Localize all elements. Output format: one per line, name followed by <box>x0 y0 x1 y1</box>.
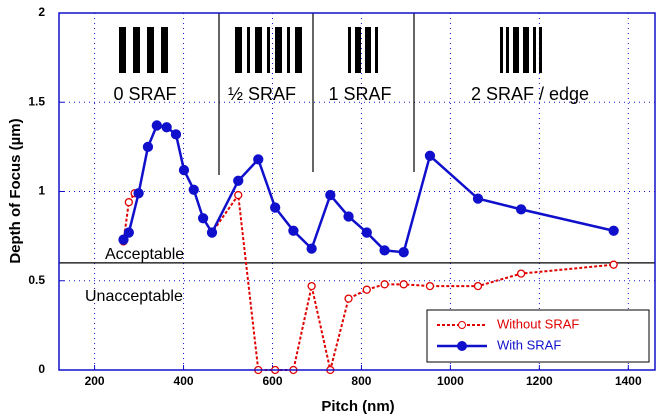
y-tick-label: 2 <box>38 5 45 19</box>
x-tick-label: 600 <box>262 374 282 388</box>
plot <box>59 120 655 375</box>
y-tick-label: 1 <box>38 184 45 198</box>
marker <box>142 141 154 153</box>
marker <box>206 227 218 238</box>
marker <box>473 281 483 291</box>
legend: Without SRAF With SRAF <box>426 309 650 363</box>
marker <box>118 234 129 245</box>
marker <box>151 120 163 131</box>
marker <box>178 164 190 176</box>
marker <box>516 269 526 278</box>
marker <box>398 247 409 258</box>
region-dividers <box>218 13 415 175</box>
x-tick-label: 1000 <box>437 374 464 388</box>
region-label: 2 SRAF / edge <box>471 84 589 104</box>
marker <box>234 190 243 200</box>
marker <box>362 285 371 294</box>
y-tick-label: 0 <box>38 362 45 376</box>
marker <box>288 225 299 236</box>
y-tick-label: 1.5 <box>28 94 45 108</box>
x-tick-label: 400 <box>174 374 194 388</box>
marker <box>233 175 244 186</box>
y-tick-label: 0.5 <box>28 273 45 287</box>
marker <box>133 188 144 199</box>
marker <box>197 213 209 224</box>
marker <box>608 225 619 236</box>
x-tick-label: 200 <box>85 374 105 388</box>
annotation: Acceptable <box>105 246 184 263</box>
marker <box>307 281 316 291</box>
marker <box>270 202 281 213</box>
marker <box>425 281 435 291</box>
legend-label: Without SRAF <box>497 316 579 331</box>
plot-frame <box>58 12 656 371</box>
marker <box>380 280 389 289</box>
legend-box <box>426 309 650 363</box>
marker <box>609 260 618 269</box>
pattern-icons <box>119 27 542 73</box>
marker <box>424 150 436 161</box>
y-axis-title: Depth of Focus (µm) <box>7 118 24 263</box>
marker <box>123 227 134 238</box>
marker <box>399 280 408 289</box>
marker <box>253 154 264 165</box>
region-label: 0 SRAF <box>113 84 176 104</box>
marker <box>325 189 336 201</box>
marker <box>188 184 199 195</box>
marker <box>515 204 527 215</box>
marker <box>361 227 372 238</box>
legend-label: With SRAF <box>497 337 561 352</box>
marker <box>161 122 172 133</box>
marker <box>306 243 317 254</box>
marker <box>472 193 484 204</box>
x-tick-label: 1400 <box>615 374 642 388</box>
annotation: Unacceptable <box>85 288 183 305</box>
x-tick-label: 800 <box>351 374 371 388</box>
region-label: ½ SRAF <box>228 84 296 104</box>
region-label: 1 SRAF <box>328 84 391 104</box>
marker <box>170 129 182 140</box>
marker <box>344 294 353 303</box>
marker <box>379 245 390 256</box>
marker <box>343 211 354 222</box>
marker <box>124 198 133 207</box>
legend-marker <box>458 321 466 329</box>
x-axis-title: Pitch (nm) <box>321 398 394 415</box>
x-tick-label: 1200 <box>526 374 553 388</box>
legend-marker <box>457 341 467 351</box>
